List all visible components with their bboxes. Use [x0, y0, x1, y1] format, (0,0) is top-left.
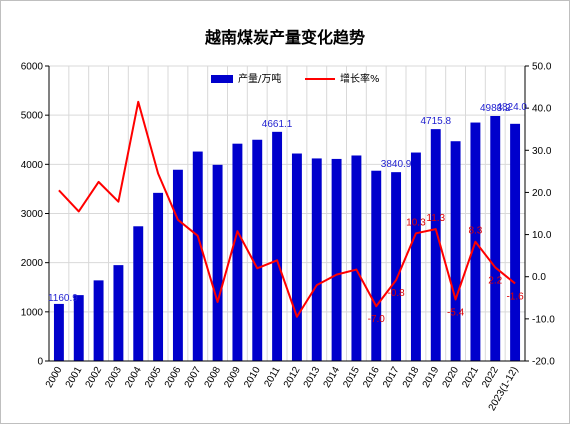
bar — [133, 226, 144, 361]
bar-value-label: 3840.9 — [381, 159, 412, 170]
x-tick-label: 2014 — [322, 365, 343, 390]
x-tick-label: 2004 — [123, 365, 144, 390]
bar-value-label: 4824.0 — [496, 102, 527, 113]
x-tick-label: 2016 — [361, 365, 382, 390]
y-right-tick-label: -10.0 — [532, 314, 555, 325]
line-value-label: 11.3 — [426, 213, 445, 224]
bar — [232, 143, 243, 361]
bar — [192, 151, 203, 361]
y-right-tick-label: 0.0 — [532, 272, 546, 283]
y-left-tick-label: 0 — [37, 357, 43, 368]
bar — [252, 139, 263, 361]
bar — [172, 169, 183, 361]
bar-value-label: 4661.1 — [262, 119, 293, 130]
x-tick-label: 2021 — [460, 365, 481, 390]
bar — [410, 152, 421, 361]
x-tick-label: 2015 — [341, 365, 362, 390]
bar — [291, 153, 302, 361]
bar — [153, 192, 164, 361]
line-value-label: -1.6 — [506, 291, 524, 302]
y-right-tick-label: -20.0 — [532, 357, 555, 368]
x-tick-label: 2002 — [84, 365, 105, 390]
bar-series — [53, 115, 521, 362]
legend-line-label: 增长率% — [340, 72, 380, 85]
x-tick-label: 2020 — [441, 365, 462, 390]
legend-bar-label: 产量/万吨 — [238, 72, 281, 85]
x-tick-label: 2005 — [143, 365, 164, 390]
bar — [371, 170, 382, 361]
x-tick-label: 2012 — [282, 365, 303, 390]
bar — [430, 129, 441, 361]
bar — [73, 295, 84, 361]
x-tick-label: 2019 — [421, 365, 442, 390]
x-tick-label: 2001 — [64, 365, 85, 390]
bar — [490, 115, 501, 361]
bar — [93, 280, 104, 361]
bar — [450, 141, 461, 361]
y-right-tick-label: 10.0 — [532, 230, 552, 241]
bar-value-label: 4983.2 — [480, 103, 511, 114]
bar — [331, 158, 342, 361]
chart-title: 越南煤炭产量变化趋势 — [204, 28, 365, 47]
y-left-tick-label: 3000 — [21, 209, 44, 220]
bar — [391, 172, 402, 361]
y-left-tick-label: 6000 — [21, 62, 44, 73]
x-tick-label: 2017 — [381, 365, 402, 390]
y-left-tick-label: 2000 — [21, 258, 44, 269]
x-tick-label: 2011 — [262, 365, 282, 390]
bar — [53, 303, 64, 361]
x-tick-label: 2003 — [103, 365, 124, 390]
x-tick-label: 2013 — [302, 365, 323, 390]
y-right-tick-label: 50.0 — [532, 62, 552, 73]
line-value-label: 2.2 — [488, 275, 502, 286]
bar-value-label: 1160.9 — [48, 293, 78, 304]
line-series — [58, 100, 516, 318]
x-tick-label: 2007 — [183, 365, 204, 390]
bar-value-label: 4715.8 — [420, 116, 451, 127]
y-left-tick-label: 5000 — [21, 111, 44, 122]
x-tick-label: 2009 — [222, 365, 243, 390]
y-left-tick-label: 1000 — [21, 307, 44, 318]
growth-rate-line — [58, 100, 516, 318]
line-value-label: 8.3 — [468, 226, 482, 237]
line-value-label: -0.8 — [387, 288, 405, 299]
legend: 产量/万吨 增长率% — [211, 72, 380, 85]
y-right-tick-label: 40.0 — [532, 104, 552, 115]
x-tick-label: 2010 — [242, 365, 263, 390]
bar — [311, 158, 322, 361]
line-value-label: -5.4 — [447, 307, 465, 318]
y-left-tick-label: 4000 — [21, 160, 44, 171]
x-tick-label: 2008 — [203, 365, 224, 390]
line-value-label: 10.3 — [406, 217, 426, 228]
bar — [272, 131, 283, 361]
line-value-label: -7.0 — [368, 314, 386, 325]
bar — [510, 123, 521, 361]
bar — [351, 155, 362, 361]
x-tick-label: 2000 — [44, 365, 65, 390]
bar — [113, 265, 124, 361]
y-right-tick-label: 30.0 — [532, 146, 552, 157]
legend-bar-swatch — [211, 75, 233, 83]
y-right-tick-label: 20.0 — [532, 188, 552, 199]
x-tick-label: 2006 — [163, 365, 184, 390]
x-tick-label: 2018 — [401, 365, 422, 390]
bar — [212, 164, 223, 361]
